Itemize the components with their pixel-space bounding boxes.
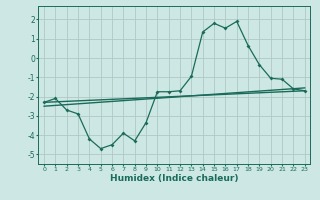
X-axis label: Humidex (Indice chaleur): Humidex (Indice chaleur): [110, 174, 239, 183]
